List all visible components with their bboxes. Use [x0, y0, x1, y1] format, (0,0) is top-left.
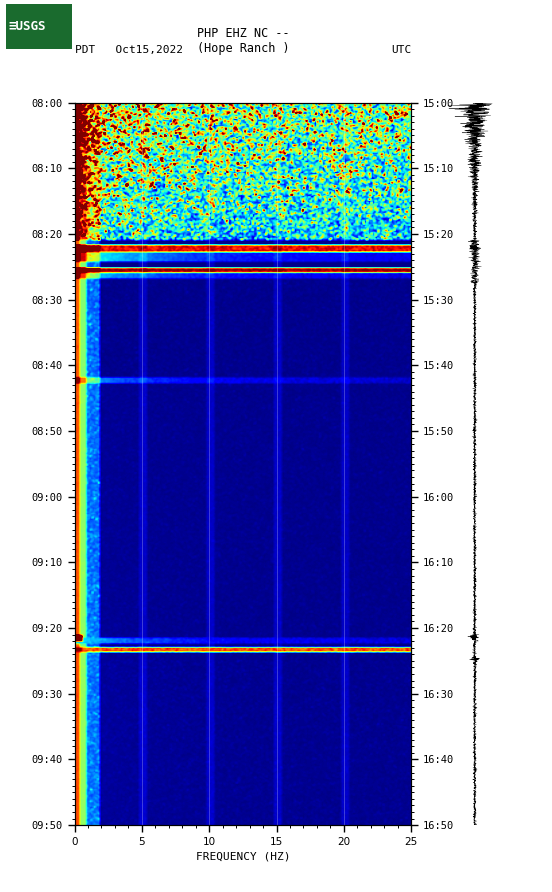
- Text: PDT   Oct15,2022: PDT Oct15,2022: [75, 45, 183, 55]
- Text: UTC: UTC: [391, 45, 411, 55]
- Text: PHP EHZ NC --: PHP EHZ NC --: [197, 27, 289, 40]
- Text: ≡USGS: ≡USGS: [9, 21, 46, 33]
- X-axis label: FREQUENCY (HZ): FREQUENCY (HZ): [195, 851, 290, 861]
- Text: (Hope Ranch ): (Hope Ranch ): [197, 42, 289, 55]
